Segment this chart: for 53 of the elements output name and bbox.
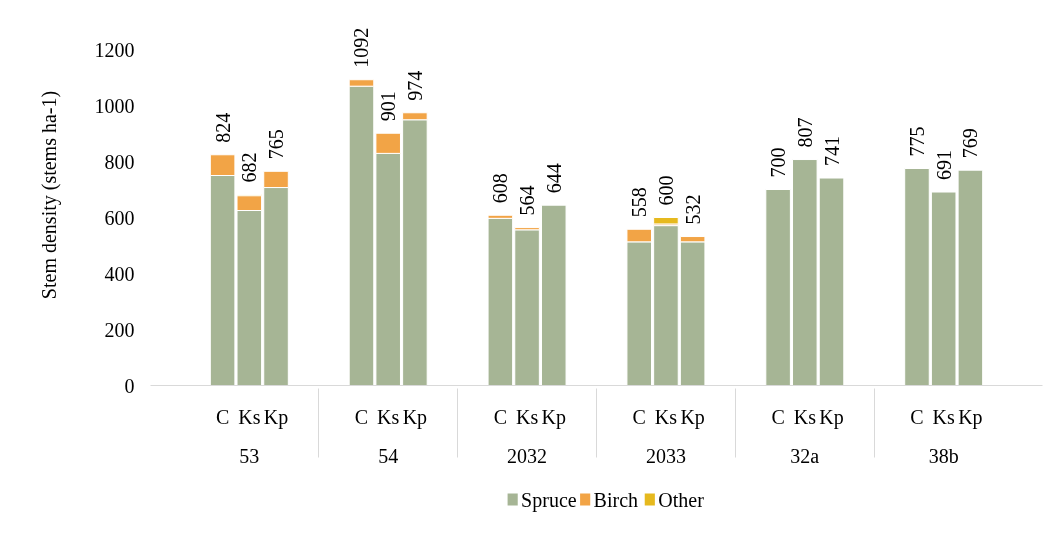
category-label: Kp xyxy=(819,405,844,428)
category-label: C xyxy=(910,405,924,428)
total-label: 1092 xyxy=(350,27,373,68)
category-label: C xyxy=(354,405,369,428)
y-tick-label: 400 xyxy=(104,262,135,285)
y-tick-label: 200 xyxy=(104,318,135,341)
category-label: 38b xyxy=(928,444,959,467)
category-label: Kp xyxy=(958,405,983,428)
y-tick-label: 0 xyxy=(124,374,135,397)
category-label: 54 xyxy=(378,444,399,467)
category-label: Kp xyxy=(402,405,428,428)
legend-label: Other xyxy=(658,488,705,511)
total-label: 901 xyxy=(377,91,400,122)
total-label: 644 xyxy=(542,163,565,194)
category-label: C xyxy=(632,405,646,428)
category-label: Ks xyxy=(238,405,261,428)
total-label: 600 xyxy=(654,175,677,206)
category-label: Kp xyxy=(680,405,705,428)
y-axis-title: Stem density (stems ha-1) xyxy=(37,90,61,300)
category-label: Ks xyxy=(793,405,816,428)
total-label: 532 xyxy=(681,194,704,225)
y-tick-label: 800 xyxy=(104,150,135,173)
legend-label: Birch xyxy=(593,488,639,511)
total-label: 807 xyxy=(793,117,816,148)
total-label: 700 xyxy=(767,147,790,178)
total-label: 564 xyxy=(516,185,539,216)
category-label: C xyxy=(493,405,508,428)
category-label: Ks xyxy=(654,405,678,428)
category-label: 53 xyxy=(239,444,260,467)
legend-label: Spruce xyxy=(521,488,577,512)
total-label: 691 xyxy=(932,150,955,181)
category-label: 2032 xyxy=(507,444,548,467)
total-label: 769 xyxy=(959,128,982,159)
total-label: 824 xyxy=(211,112,234,143)
total-label: 775 xyxy=(905,126,928,157)
total-label: 608 xyxy=(489,173,512,204)
category-label: C xyxy=(771,405,785,428)
category-label: Kp xyxy=(263,405,289,428)
category-label: Ks xyxy=(515,405,539,428)
category-label: C xyxy=(215,405,230,428)
total-label: 765 xyxy=(265,129,288,160)
y-tick-label: 600 xyxy=(104,206,135,229)
total-label: 974 xyxy=(403,70,426,101)
y-tick-label: 1200 xyxy=(94,38,135,61)
category-label: 2033 xyxy=(645,444,686,467)
category-label: Ks xyxy=(932,405,955,428)
category-label: Kp xyxy=(541,405,566,428)
y-tick-label: 1000 xyxy=(94,94,135,117)
total-label: 558 xyxy=(628,187,651,218)
total-label: 682 xyxy=(238,152,261,183)
category-label: Ks xyxy=(377,405,400,428)
category-label: 32a xyxy=(790,444,820,467)
total-label: 741 xyxy=(820,136,843,167)
